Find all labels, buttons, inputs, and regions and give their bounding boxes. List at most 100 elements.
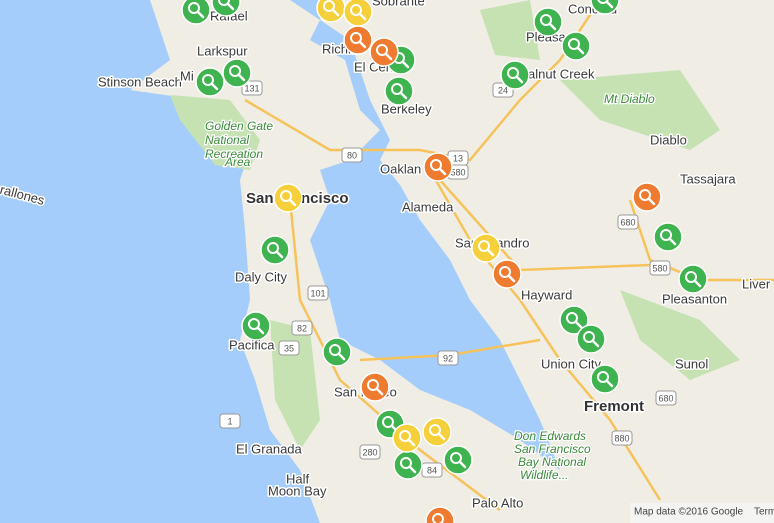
marker[interactable]	[632, 182, 662, 212]
marker-icon-lens[interactable]	[280, 190, 292, 202]
marker[interactable]	[422, 417, 452, 447]
marker[interactable]	[369, 37, 399, 67]
marker-icon-handle[interactable]	[399, 91, 408, 100]
marker-icon-handle[interactable]	[337, 352, 346, 361]
marker-circle[interactable]	[195, 67, 225, 97]
marker-icon-lens[interactable]	[566, 312, 578, 324]
marker-icon-lens[interactable]	[499, 266, 511, 278]
marker-icon-lens[interactable]	[229, 65, 241, 77]
marker[interactable]	[559, 305, 589, 335]
marker-icon-handle[interactable]	[647, 197, 656, 206]
marker[interactable]	[471, 233, 501, 263]
marker[interactable]	[590, 364, 620, 394]
marker-icon-handle[interactable]	[256, 326, 265, 335]
marker[interactable]	[273, 183, 303, 213]
marker-icon-lens[interactable]	[597, 371, 609, 383]
marker[interactable]	[195, 67, 225, 97]
marker-icon-lens[interactable]	[202, 74, 214, 86]
marker-circle[interactable]	[273, 183, 303, 213]
marker-icon-lens[interactable]	[597, 0, 609, 4]
marker[interactable]	[443, 445, 473, 475]
marker-circle[interactable]	[260, 235, 290, 265]
marker-icon-lens[interactable]	[450, 452, 462, 464]
marker[interactable]	[343, 25, 373, 55]
marker-circle[interactable]	[422, 417, 452, 447]
marker-circle[interactable]	[632, 182, 662, 212]
marker-icon-handle[interactable]	[384, 52, 393, 61]
marker-icon-handle[interactable]	[591, 339, 600, 348]
marker-icon-lens[interactable]	[400, 457, 412, 469]
marker-icon-handle[interactable]	[196, 10, 205, 19]
marker-circle[interactable]	[369, 37, 399, 67]
marker-circle[interactable]	[653, 222, 683, 252]
marker-circle[interactable]	[576, 324, 606, 354]
marker[interactable]	[260, 235, 290, 265]
marker-icon-handle[interactable]	[693, 279, 702, 288]
marker-circle[interactable]	[678, 264, 708, 294]
marker-circle[interactable]	[423, 152, 453, 182]
marker[interactable]	[384, 76, 414, 106]
marker-icon-handle[interactable]	[605, 0, 614, 9]
marker-icon-lens[interactable]	[323, 0, 335, 12]
marker-circle[interactable]	[211, 0, 241, 17]
marker-circle[interactable]	[392, 423, 422, 453]
marker[interactable]	[423, 152, 453, 182]
marker[interactable]	[343, 0, 373, 27]
marker[interactable]	[222, 58, 252, 88]
marker[interactable]	[576, 324, 606, 354]
marker[interactable]	[590, 0, 620, 15]
marker-icon-lens[interactable]	[350, 4, 362, 16]
marker[interactable]	[653, 222, 683, 252]
marker-circle[interactable]	[343, 0, 373, 27]
marker[interactable]	[533, 7, 563, 37]
marker-circle[interactable]	[343, 25, 373, 55]
marker[interactable]	[360, 372, 390, 402]
marker[interactable]	[561, 31, 591, 61]
marker-icon-handle[interactable]	[437, 432, 446, 441]
marker-icon-handle[interactable]	[515, 75, 524, 84]
marker[interactable]	[425, 506, 455, 523]
marker-icon-handle[interactable]	[401, 60, 410, 69]
marker-icon-handle[interactable]	[375, 387, 384, 396]
marker[interactable]	[316, 0, 346, 23]
marker-icon-handle[interactable]	[605, 379, 614, 388]
marker[interactable]	[678, 264, 708, 294]
marker-icon-lens[interactable]	[507, 67, 519, 79]
marker-circle[interactable]	[384, 76, 414, 106]
marker-icon-lens[interactable]	[685, 271, 697, 283]
marker-icon-handle[interactable]	[358, 40, 367, 49]
marker-icon-handle[interactable]	[408, 465, 417, 474]
marker-icon-lens[interactable]	[583, 331, 595, 343]
marker-icon-handle[interactable]	[438, 167, 447, 176]
marker-icon-lens[interactable]	[639, 189, 651, 201]
marker-circle[interactable]	[471, 233, 501, 263]
marker[interactable]	[392, 423, 422, 453]
marker-icon-lens[interactable]	[329, 344, 341, 356]
marker-icon-lens[interactable]	[218, 0, 230, 6]
marker[interactable]	[322, 337, 352, 367]
marker-icon-handle[interactable]	[486, 248, 495, 257]
marker-circle[interactable]	[533, 7, 563, 37]
marker-icon-handle[interactable]	[548, 22, 557, 31]
marker-icon-handle[interactable]	[226, 2, 235, 11]
marker[interactable]	[241, 311, 271, 341]
marker-icon-lens[interactable]	[399, 430, 411, 442]
marker-circle[interactable]	[500, 60, 530, 90]
marker-icon-handle[interactable]	[275, 250, 284, 259]
marker-icon-lens[interactable]	[429, 424, 441, 436]
marker[interactable]	[492, 259, 522, 289]
marker[interactable]	[500, 60, 530, 90]
marker-icon-handle[interactable]	[507, 274, 516, 283]
marker-icon-handle[interactable]	[407, 438, 416, 447]
marker-icon-lens[interactable]	[478, 240, 490, 252]
marker-icon-lens[interactable]	[391, 83, 403, 95]
marker-icon-lens[interactable]	[430, 159, 442, 171]
marker-circle[interactable]	[322, 337, 352, 367]
marker-circle[interactable]	[561, 31, 591, 61]
marker[interactable]	[211, 0, 241, 17]
marker-circle[interactable]	[241, 311, 271, 341]
marker-icon-handle[interactable]	[237, 73, 246, 82]
marker-icon-handle[interactable]	[668, 237, 677, 246]
marker-circle[interactable]	[360, 372, 390, 402]
marker-icon-handle[interactable]	[331, 8, 340, 17]
